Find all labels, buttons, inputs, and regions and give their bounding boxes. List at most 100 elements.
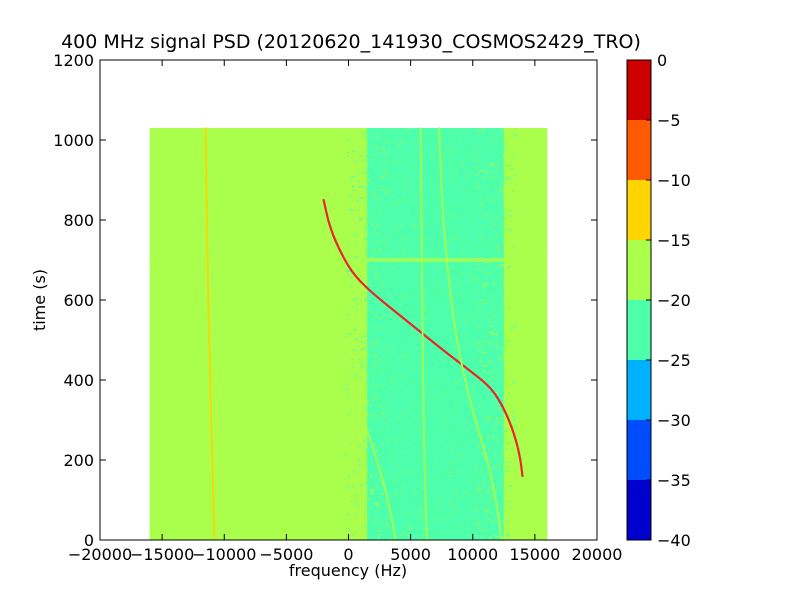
heatmap-speckle-cell [381, 149, 385, 151]
heatmap-speckle-cell [353, 329, 357, 331]
heatmap-speckle-cell [498, 164, 501, 166]
heatmap-speckle-cell [500, 174, 504, 176]
heatmap-speckle-cell [503, 182, 508, 184]
heatmap-speckle-cell [365, 510, 368, 512]
heatmap-speckle-cell [503, 447, 507, 449]
heatmap-speckle-cell [354, 196, 358, 198]
x-tick-label: 15000 [509, 545, 560, 564]
heatmap-speckle-cell [479, 397, 483, 399]
heatmap-speckle-cell [378, 201, 381, 203]
y-axis-label: time (s) [30, 269, 49, 331]
heatmap-speckle-cell [360, 377, 363, 379]
heatmap-speckle-cell [370, 505, 372, 507]
heatmap-speckle-cell [500, 508, 503, 510]
heatmap-speckle-cell [502, 345, 506, 347]
heatmap-speckle-cell [505, 145, 507, 147]
heatmap-speckle-cell [507, 527, 509, 529]
heatmap-speckle-cell [430, 249, 434, 251]
heatmap-speckle-cell [373, 135, 376, 137]
heatmap-speckle-cell [383, 310, 386, 312]
heatmap-speckle-cell [359, 197, 362, 199]
heatmap-speckle-cell [463, 494, 466, 496]
heatmap-speckle-cell [510, 167, 514, 169]
heatmap-speckle-cell [507, 159, 509, 161]
heatmap-speckle-cell [369, 352, 372, 354]
heatmap-speckle-cell [425, 370, 428, 372]
heatmap-speckle-cell [442, 166, 444, 168]
heatmap-speckle-cell [500, 358, 503, 360]
heatmap-speckle-cell [404, 237, 407, 239]
heatmap-speckle-cell [384, 162, 386, 164]
heatmap-speckle-cell [502, 430, 505, 432]
heatmap-speckle-cell [495, 197, 498, 199]
heatmap-speckle-cell [384, 452, 389, 454]
heatmap-speckle-cell [424, 388, 426, 390]
heatmap-speckle-cell [493, 222, 496, 224]
heatmap-speckle-cell [446, 446, 448, 448]
heatmap-speckle-cell [474, 469, 477, 471]
heatmap-speckle-cell [358, 382, 362, 384]
heatmap-speckle-cell [481, 452, 486, 454]
heatmap-speckle-cell [502, 241, 504, 243]
heatmap-speckle-cell [439, 265, 443, 267]
heatmap-speckle-cell [510, 162, 513, 164]
heatmap-speckle-cell [415, 277, 418, 279]
heatmap-speckle-cell [386, 518, 389, 520]
heatmap-speckle-cell [491, 187, 496, 189]
heatmap-speckle-cell [502, 193, 504, 195]
heatmap-speckle-cell [510, 204, 513, 206]
heatmap-speckle-cell [507, 480, 511, 482]
heatmap-speckle-cell [491, 164, 495, 166]
heatmap-speckle-cell [377, 358, 380, 360]
heatmap-speckle-cell [374, 478, 377, 480]
heatmap-speckle-cell [390, 380, 393, 382]
y-tick-label: 400 [63, 371, 94, 390]
heatmap-speckle-cell [483, 378, 485, 380]
heatmap-speckle-cell [433, 518, 436, 520]
heatmap-speckle-cell [436, 269, 439, 271]
heatmap-speckle-cell [504, 285, 508, 287]
heatmap-speckle-cell [381, 536, 383, 538]
heatmap-speckle-cell [488, 449, 490, 451]
heatmap-speckle-cell [373, 196, 376, 198]
heatmap-speckle-cell [499, 393, 502, 395]
heatmap-speckle-cell [452, 346, 456, 348]
heatmap-speckle-cell [376, 245, 380, 247]
heatmap-speckle-cell [375, 384, 378, 386]
heatmap-speckle-cell [468, 518, 472, 520]
heatmap-speckle-cell [494, 199, 497, 201]
heatmap-speckle-cell [374, 315, 379, 317]
heatmap-speckle-cell [387, 404, 390, 406]
heatmap-speckle-cell [492, 382, 495, 384]
heatmap-speckle-cell [493, 407, 495, 409]
heatmap-speckle-cell [396, 536, 399, 538]
x-tick-label: 20000 [572, 545, 623, 564]
heatmap-speckle-cell [493, 299, 496, 301]
heatmap-speckle-cell [379, 454, 383, 456]
heatmap-speckle-cell [356, 304, 359, 306]
heatmap-speckle-cell [409, 411, 413, 413]
heatmap-speckle-cell [476, 434, 480, 436]
heatmap-speckle-cell [355, 467, 357, 469]
heatmap-speckle-cell [348, 195, 352, 197]
heatmap-speckle-cell [401, 375, 404, 377]
heatmap-speckle-cell [371, 286, 373, 288]
heatmap-speckle-cell [511, 425, 515, 427]
heatmap-speckle-cell [360, 366, 362, 368]
heatmap-speckle-cell [421, 487, 425, 489]
heatmap-speckle-cell [351, 209, 355, 211]
heatmap-speckle-cell [369, 153, 372, 155]
heatmap-speckle-cell [499, 417, 502, 419]
heatmap-speckle-cell [495, 169, 498, 171]
heatmap-speckle-cell [484, 214, 487, 216]
heatmap-speckle-cell [350, 137, 352, 139]
heatmap-speckle-cell [479, 249, 481, 251]
heatmap-speckle-cell [432, 242, 435, 244]
heatmap-speckle-cell [492, 386, 495, 388]
colorbar-level [627, 60, 651, 120]
heatmap-speckle-cell [345, 270, 349, 272]
heatmap-speckle-cell [495, 170, 498, 172]
heatmap-speckle-cell [492, 400, 494, 402]
heatmap-speckle-cell [473, 159, 477, 161]
heatmap-speckle-cell [382, 266, 385, 268]
